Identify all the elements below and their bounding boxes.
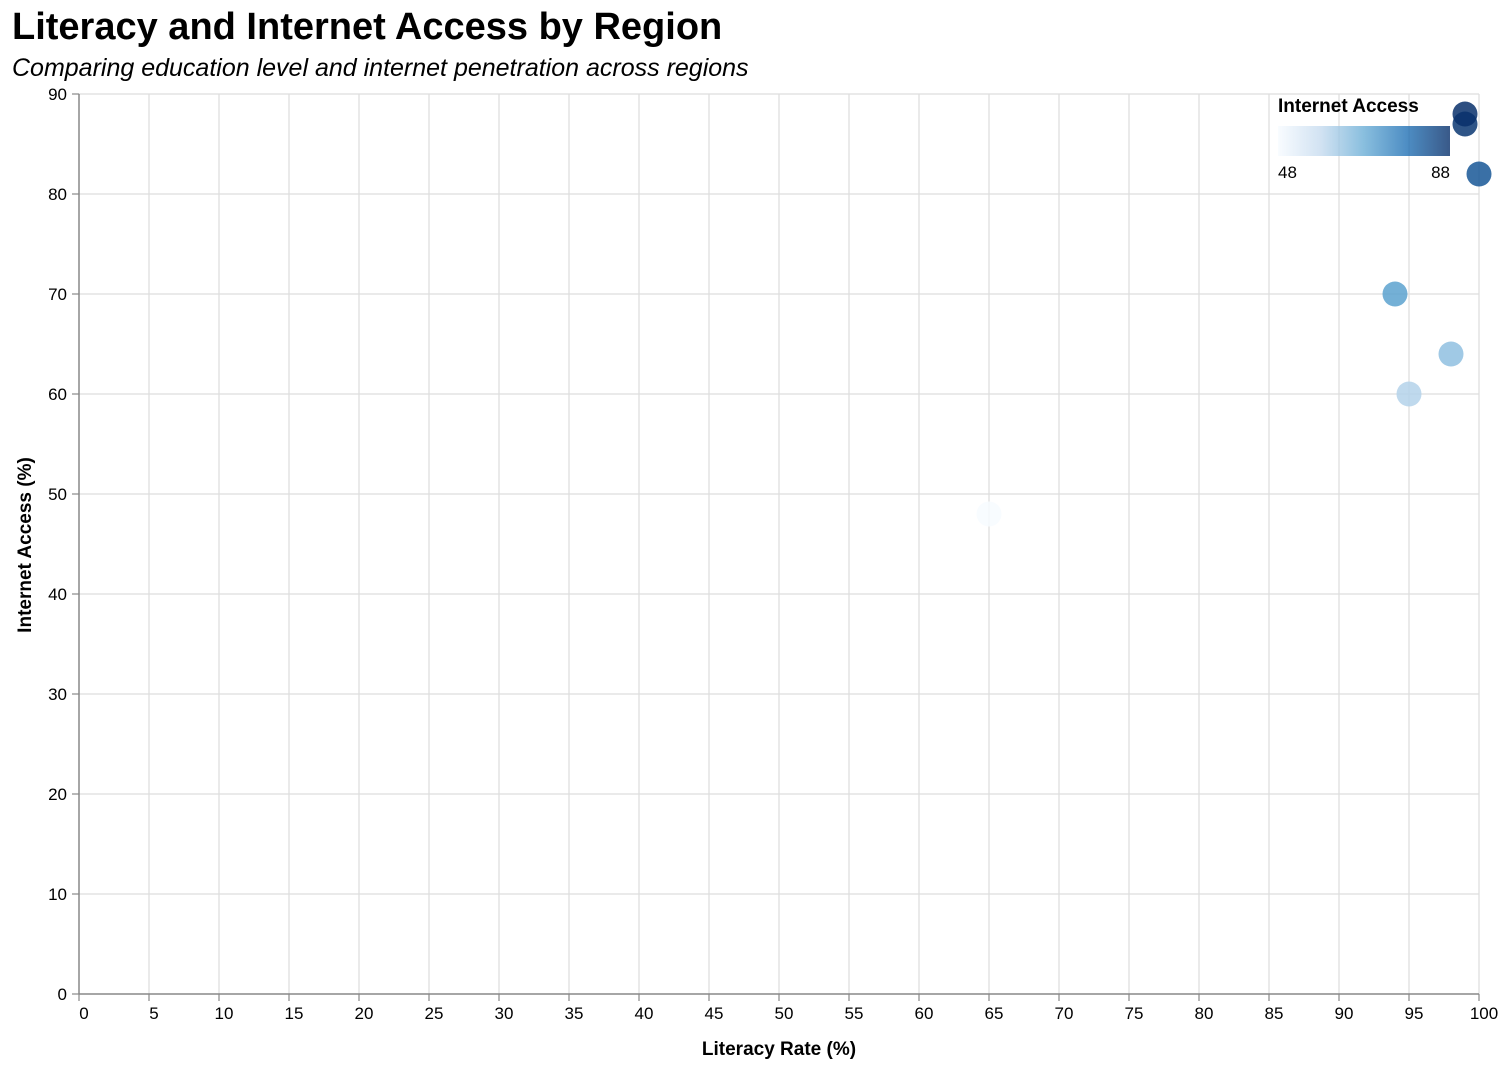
x-tick-label: 15 (285, 1004, 304, 1023)
y-tick-label: 20 (48, 785, 67, 804)
x-tick-label: 95 (1405, 1004, 1424, 1023)
x-tick-label: 30 (495, 1004, 514, 1023)
x-tick-label: 80 (1195, 1004, 1214, 1023)
legend-max-label: 88 (1431, 163, 1450, 182)
legend-gradient-bar (1278, 126, 1450, 156)
data-point[interactable] (1396, 381, 1422, 407)
y-axis-title: Internet Access (%) (15, 457, 36, 633)
x-tick-label: 50 (775, 1004, 794, 1023)
y-tick-label: 90 (48, 85, 67, 104)
x-tick-label: 40 (635, 1004, 654, 1023)
chart-title: Literacy and Internet Access by Region (12, 6, 723, 48)
x-axis-title: Literacy Rate (%) (702, 1039, 856, 1060)
x-tick-label: 45 (705, 1004, 724, 1023)
y-tick-label: 50 (48, 485, 67, 504)
points (976, 101, 1492, 527)
data-point[interactable] (1382, 281, 1408, 307)
x-tick-label: 20 (355, 1004, 374, 1023)
color-legend: Internet Access 48 88 (1278, 96, 1450, 182)
y-tick-label: 80 (48, 185, 67, 204)
y-tick-label: 40 (48, 585, 67, 604)
y-tick-label: 60 (48, 385, 67, 404)
data-point[interactable] (1452, 101, 1478, 127)
x-tick-label: 90 (1335, 1004, 1354, 1023)
y-tick-label: 70 (48, 285, 67, 304)
y-tick-label: 10 (48, 885, 67, 904)
x-tick-label: 60 (915, 1004, 934, 1023)
x-tick-label: 0 (79, 1004, 88, 1023)
x-tick-label: 5 (149, 1004, 158, 1023)
legend-title: Internet Access (1278, 96, 1419, 117)
x-tick-label: 55 (845, 1004, 864, 1023)
grid (79, 93, 1480, 994)
x-tick-label: 70 (1055, 1004, 1074, 1023)
axes: 0 5 10 15 20 25 30 35 40 45 50 55 60 65 70 75 80 85 90 95 10… (48, 85, 1498, 1023)
x-tick-label: 35 (565, 1004, 584, 1023)
data-point[interactable] (1438, 341, 1464, 367)
y-tick-label: 0 (58, 985, 67, 1004)
x-tick-label: 75 (1125, 1004, 1144, 1023)
x-tick-label: 65 (985, 1004, 1004, 1023)
legend-min-label: 48 (1278, 163, 1297, 182)
data-point[interactable] (976, 501, 1002, 527)
x-tick-label: 85 (1265, 1004, 1284, 1023)
data-point[interactable] (1466, 161, 1492, 187)
chart-subtitle: Comparing education level and internet p… (12, 54, 749, 82)
x-tick-label: 25 (425, 1004, 444, 1023)
y-tick-label: 30 (48, 685, 67, 704)
x-tick-label: 10 (215, 1004, 234, 1023)
x-tick-label: 100 (1470, 1004, 1498, 1023)
